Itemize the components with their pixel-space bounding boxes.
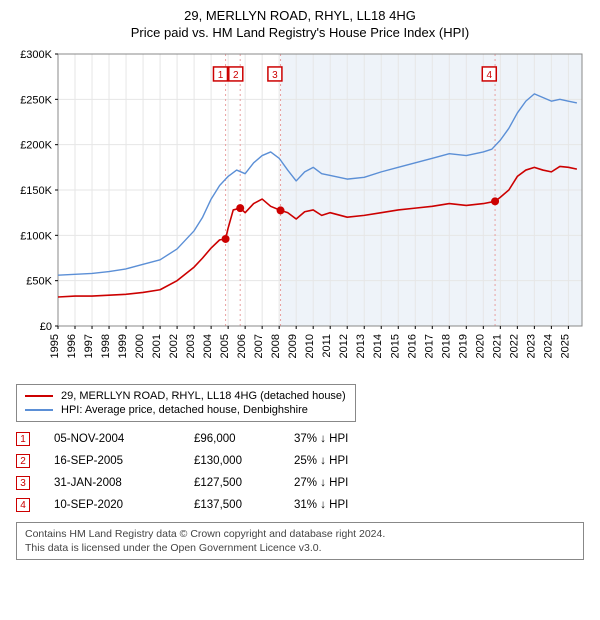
svg-text:2009: 2009 (287, 334, 299, 358)
svg-text:2001: 2001 (151, 334, 163, 358)
chart-svg: £0 £50K £100K £150K £200K £250K £300K 1995 1996 1… (10, 46, 590, 376)
sale-diff: 31% ↓ HPI (294, 499, 414, 511)
svg-text:1999: 1999 (117, 334, 129, 358)
sale-price: £127,500 (194, 477, 294, 489)
sales-table: 1 05-NOV-2004£96,00037% ↓ HPI 2 16-SEP-2005… (16, 428, 584, 516)
sale-diff: 25% ↓ HPI (294, 455, 414, 467)
svg-text:2015: 2015 (389, 334, 401, 358)
chart-title: 29, MERLLYN ROAD, RHYL, LL18 4HG Price p… (10, 8, 590, 40)
svg-text:2020: 2020 (474, 334, 486, 358)
legend-swatch (25, 409, 53, 411)
svg-text:£100K: £100K (20, 230, 52, 242)
sale-date: 10-SEP-2020 (54, 499, 194, 511)
svg-text:4: 4 (486, 70, 492, 81)
sale-diff: 27% ↓ HPI (294, 477, 414, 489)
svg-text:2005: 2005 (219, 334, 231, 358)
sale-date: 05-NOV-2004 (54, 433, 194, 445)
chart: £0 £50K £100K £150K £200K £250K £300K 1995 1996 1… (10, 46, 590, 376)
svg-text:2025: 2025 (559, 334, 571, 358)
svg-text:3: 3 (272, 70, 278, 81)
svg-text:2019: 2019 (457, 334, 469, 358)
sale-price: £130,000 (194, 455, 294, 467)
svg-text:£300K: £300K (20, 49, 52, 61)
svg-text:2004: 2004 (202, 334, 214, 358)
sale-marker: 1 (16, 432, 30, 446)
svg-text:2002: 2002 (168, 334, 180, 358)
svg-text:1995: 1995 (49, 334, 61, 358)
svg-text:1997: 1997 (83, 334, 95, 358)
svg-text:£200K: £200K (20, 140, 52, 152)
sales-row: 3 31-JAN-2008£127,50027% ↓ HPI (16, 472, 584, 494)
footer-line: Contains HM Land Registry data © Crown c… (25, 527, 575, 541)
title-subtitle: Price paid vs. HM Land Registry's House … (10, 25, 590, 40)
sale-diff: 37% ↓ HPI (294, 433, 414, 445)
footer-line: This data is licensed under the Open Gov… (25, 541, 575, 555)
sale-marker: 2 (16, 454, 30, 468)
svg-text:2017: 2017 (423, 334, 435, 358)
svg-text:£250K: £250K (20, 94, 52, 106)
title-address: 29, MERLLYN ROAD, RHYL, LL18 4HG (10, 8, 590, 23)
svg-text:2013: 2013 (355, 334, 367, 358)
sale-price: £137,500 (194, 499, 294, 511)
svg-text:2000: 2000 (134, 334, 146, 358)
legend-label: HPI: Average price, detached house, Denb… (61, 404, 308, 416)
legend-label: 29, MERLLYN ROAD, RHYL, LL18 4HG (detach… (61, 390, 346, 402)
svg-text:2021: 2021 (491, 334, 503, 358)
svg-text:1: 1 (218, 70, 224, 81)
sale-marker: 3 (16, 476, 30, 490)
svg-text:2023: 2023 (525, 334, 537, 358)
svg-text:2010: 2010 (304, 334, 316, 358)
svg-text:2003: 2003 (185, 334, 197, 358)
svg-text:2006: 2006 (236, 334, 248, 358)
sale-date: 31-JAN-2008 (54, 477, 194, 489)
sale-price: £96,000 (194, 433, 294, 445)
sales-row: 1 05-NOV-2004£96,00037% ↓ HPI (16, 428, 584, 450)
svg-text:1996: 1996 (66, 334, 78, 358)
svg-text:2024: 2024 (542, 334, 554, 358)
svg-text:2012: 2012 (338, 334, 350, 358)
svg-text:2016: 2016 (406, 334, 418, 358)
svg-text:2018: 2018 (440, 334, 452, 358)
svg-text:2022: 2022 (508, 334, 520, 358)
sales-row: 2 16-SEP-2005£130,00025% ↓ HPI (16, 450, 584, 472)
svg-text:2011: 2011 (321, 334, 333, 358)
legend-item: 29, MERLLYN ROAD, RHYL, LL18 4HG (detach… (25, 389, 347, 403)
svg-text:2007: 2007 (253, 334, 265, 358)
svg-text:£150K: £150K (20, 185, 52, 197)
svg-text:2: 2 (233, 70, 239, 81)
svg-text:2014: 2014 (372, 334, 384, 358)
svg-text:£50K: £50K (26, 276, 52, 288)
footer: Contains HM Land Registry data © Crown c… (16, 522, 584, 560)
sale-marker: 4 (16, 498, 30, 512)
sale-date: 16-SEP-2005 (54, 455, 194, 467)
svg-text:1998: 1998 (100, 334, 112, 358)
legend-swatch (25, 395, 53, 397)
sales-row: 4 10-SEP-2020£137,50031% ↓ HPI (16, 494, 584, 516)
svg-text:2008: 2008 (270, 334, 282, 358)
svg-text:£0: £0 (40, 321, 52, 333)
page: 29, MERLLYN ROAD, RHYL, LL18 4HG Price p… (0, 0, 600, 574)
legend-item: HPI: Average price, detached house, Denb… (25, 403, 347, 417)
legend: 29, MERLLYN ROAD, RHYL, LL18 4HG (detach… (16, 384, 356, 422)
